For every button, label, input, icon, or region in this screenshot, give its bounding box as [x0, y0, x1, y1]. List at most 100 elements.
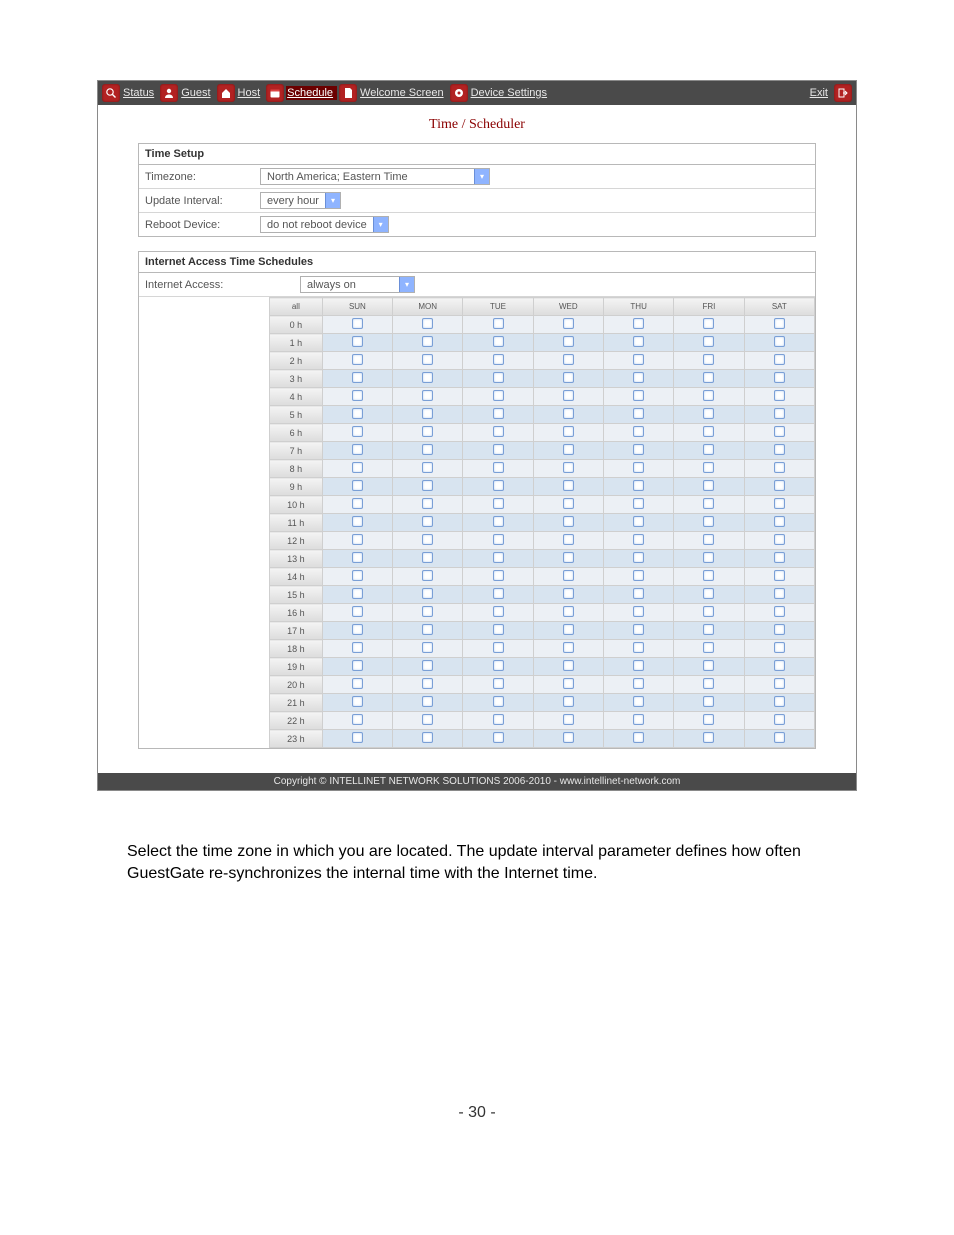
schedule-cell[interactable]: [744, 604, 814, 622]
exit-icon[interactable]: [834, 84, 852, 102]
schedule-cell[interactable]: [322, 424, 392, 442]
hour-label[interactable]: 19 h: [270, 658, 323, 676]
checkbox[interactable]: [493, 480, 504, 491]
checkbox[interactable]: [493, 570, 504, 581]
checkbox[interactable]: [493, 426, 504, 437]
checkbox[interactable]: [352, 732, 363, 743]
checkbox[interactable]: [633, 624, 644, 635]
schedule-cell[interactable]: [463, 460, 533, 478]
timezone-select[interactable]: North America; Eastern Time ▾: [260, 168, 490, 185]
schedule-cell[interactable]: [322, 388, 392, 406]
checkbox[interactable]: [774, 714, 785, 725]
schedule-cell[interactable]: [533, 532, 603, 550]
nav-welcome[interactable]: Welcome Screen: [359, 86, 448, 100]
checkbox[interactable]: [563, 462, 574, 473]
schedule-cell[interactable]: [533, 316, 603, 334]
schedule-cell[interactable]: [393, 370, 463, 388]
schedule-cell[interactable]: [463, 496, 533, 514]
hour-label[interactable]: 12 h: [270, 532, 323, 550]
checkbox[interactable]: [422, 480, 433, 491]
checkbox[interactable]: [633, 372, 644, 383]
checkbox[interactable]: [563, 570, 574, 581]
checkbox[interactable]: [703, 660, 714, 671]
checkbox[interactable]: [563, 498, 574, 509]
checkbox[interactable]: [352, 696, 363, 707]
checkbox[interactable]: [352, 498, 363, 509]
schedule-cell[interactable]: [674, 460, 744, 478]
checkbox[interactable]: [703, 498, 714, 509]
schedule-cell[interactable]: [463, 478, 533, 496]
schedule-cell[interactable]: [322, 604, 392, 622]
col-sun[interactable]: SUN: [322, 298, 392, 316]
checkbox[interactable]: [703, 390, 714, 401]
checkbox[interactable]: [774, 426, 785, 437]
schedule-cell[interactable]: [533, 730, 603, 748]
hour-label[interactable]: 8 h: [270, 460, 323, 478]
schedule-cell[interactable]: [744, 442, 814, 460]
schedule-cell[interactable]: [393, 316, 463, 334]
schedule-cell[interactable]: [393, 406, 463, 424]
schedule-cell[interactable]: [393, 694, 463, 712]
schedule-cell[interactable]: [674, 568, 744, 586]
checkbox[interactable]: [774, 534, 785, 545]
schedule-cell[interactable]: [674, 604, 744, 622]
schedule-cell[interactable]: [393, 622, 463, 640]
schedule-cell[interactable]: [463, 424, 533, 442]
checkbox[interactable]: [703, 588, 714, 599]
schedule-cell[interactable]: [674, 334, 744, 352]
schedule-cell[interactable]: [603, 532, 673, 550]
checkbox[interactable]: [352, 714, 363, 725]
col-mon[interactable]: MON: [393, 298, 463, 316]
checkbox[interactable]: [352, 624, 363, 635]
hour-label[interactable]: 14 h: [270, 568, 323, 586]
schedule-cell[interactable]: [603, 694, 673, 712]
schedule-cell[interactable]: [322, 352, 392, 370]
schedule-cell[interactable]: [322, 712, 392, 730]
checkbox[interactable]: [422, 354, 433, 365]
checkbox[interactable]: [703, 732, 714, 743]
checkbox[interactable]: [563, 426, 574, 437]
checkbox[interactable]: [422, 552, 433, 563]
checkbox[interactable]: [422, 534, 433, 545]
schedule-cell[interactable]: [533, 586, 603, 604]
schedule-cell[interactable]: [603, 388, 673, 406]
checkbox[interactable]: [422, 714, 433, 725]
schedule-cell[interactable]: [603, 640, 673, 658]
schedule-cell[interactable]: [533, 514, 603, 532]
schedule-cell[interactable]: [744, 514, 814, 532]
checkbox[interactable]: [352, 426, 363, 437]
checkbox[interactable]: [774, 408, 785, 419]
schedule-cell[interactable]: [603, 460, 673, 478]
checkbox[interactable]: [774, 498, 785, 509]
checkbox[interactable]: [352, 516, 363, 527]
schedule-cell[interactable]: [603, 712, 673, 730]
schedule-cell[interactable]: [463, 388, 533, 406]
checkbox[interactable]: [422, 732, 433, 743]
schedule-cell[interactable]: [463, 586, 533, 604]
schedule-cell[interactable]: [322, 316, 392, 334]
schedule-cell[interactable]: [463, 334, 533, 352]
schedule-cell[interactable]: [603, 478, 673, 496]
checkbox[interactable]: [563, 372, 574, 383]
checkbox[interactable]: [563, 624, 574, 635]
checkbox[interactable]: [633, 444, 644, 455]
schedule-cell[interactable]: [533, 676, 603, 694]
schedule-cell[interactable]: [603, 622, 673, 640]
schedule-cell[interactable]: [393, 532, 463, 550]
checkbox[interactable]: [422, 570, 433, 581]
schedule-cell[interactable]: [533, 406, 603, 424]
hour-label[interactable]: 1 h: [270, 334, 323, 352]
checkbox[interactable]: [633, 336, 644, 347]
schedule-cell[interactable]: [322, 658, 392, 676]
checkbox[interactable]: [563, 354, 574, 365]
checkbox[interactable]: [774, 606, 785, 617]
checkbox[interactable]: [422, 336, 433, 347]
checkbox[interactable]: [703, 426, 714, 437]
checkbox[interactable]: [422, 462, 433, 473]
checkbox[interactable]: [774, 372, 785, 383]
checkbox[interactable]: [703, 480, 714, 491]
checkbox[interactable]: [703, 372, 714, 383]
schedule-cell[interactable]: [674, 442, 744, 460]
checkbox[interactable]: [563, 390, 574, 401]
schedule-cell[interactable]: [674, 316, 744, 334]
